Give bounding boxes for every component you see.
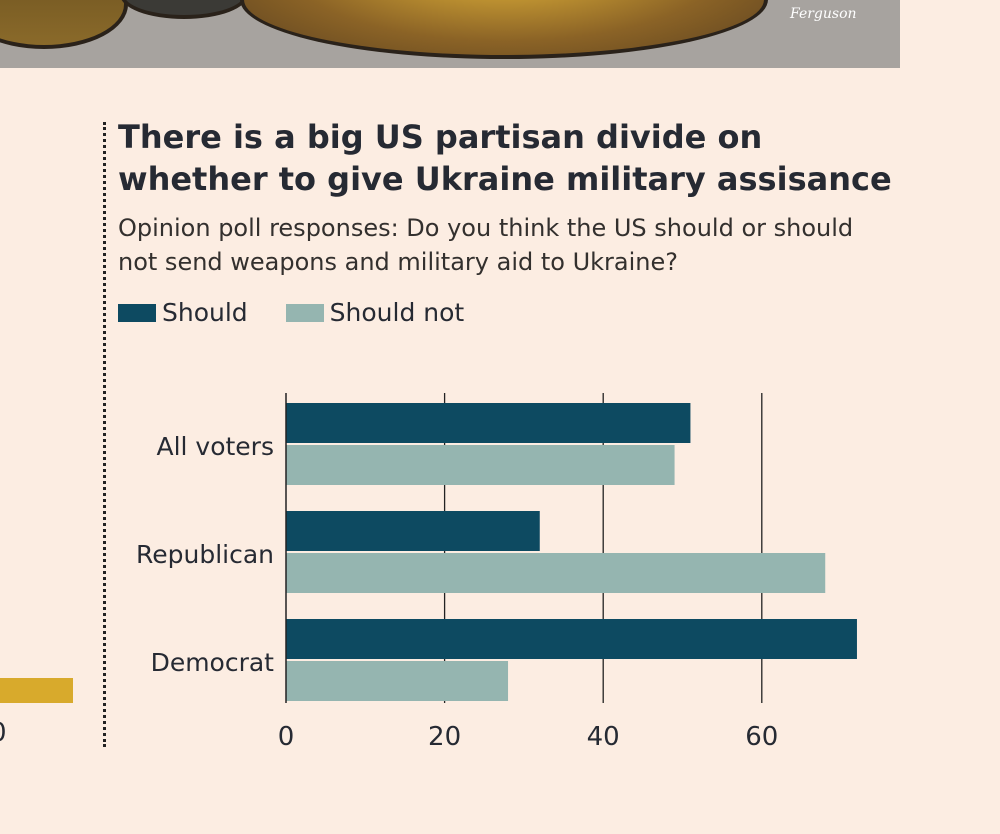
x-tick-label: 60 [745, 722, 778, 752]
artist-signature: Ferguson [790, 6, 857, 22]
legend-item-should-not: Should not [285, 298, 465, 327]
bar-should [286, 403, 691, 443]
legend-swatch-should-not [285, 303, 324, 322]
legend-item-should: Should [118, 298, 248, 327]
adjacent-chart-tick: 0 [0, 718, 7, 748]
x-tick-label: 0 [278, 722, 295, 752]
legend: Should Should not [118, 298, 502, 327]
bar-should-not [286, 553, 826, 593]
bar-should [286, 619, 857, 659]
category-label: Democrat [151, 648, 275, 677]
legend-label-should-not: Should not [329, 298, 465, 327]
chart-subtitle: Opinion poll responses: Do you think the… [118, 214, 854, 276]
category-label: All voters [156, 432, 274, 461]
chart-title: There is a big US partisan divide on whe… [118, 118, 892, 198]
legend-label-should: Should [162, 298, 248, 327]
bar-should-not [286, 661, 509, 701]
legend-swatch-should [118, 303, 156, 322]
dotted-divider [103, 122, 106, 747]
category-label: Republican [136, 540, 274, 569]
bar-should [286, 511, 540, 551]
bar-should-not [286, 445, 675, 485]
x-tick-label: 20 [428, 722, 461, 752]
cartoon-illustration: Ferguson [0, 0, 900, 68]
x-tick-label: 40 [587, 722, 620, 752]
adjacent-chart-bar [0, 678, 73, 703]
